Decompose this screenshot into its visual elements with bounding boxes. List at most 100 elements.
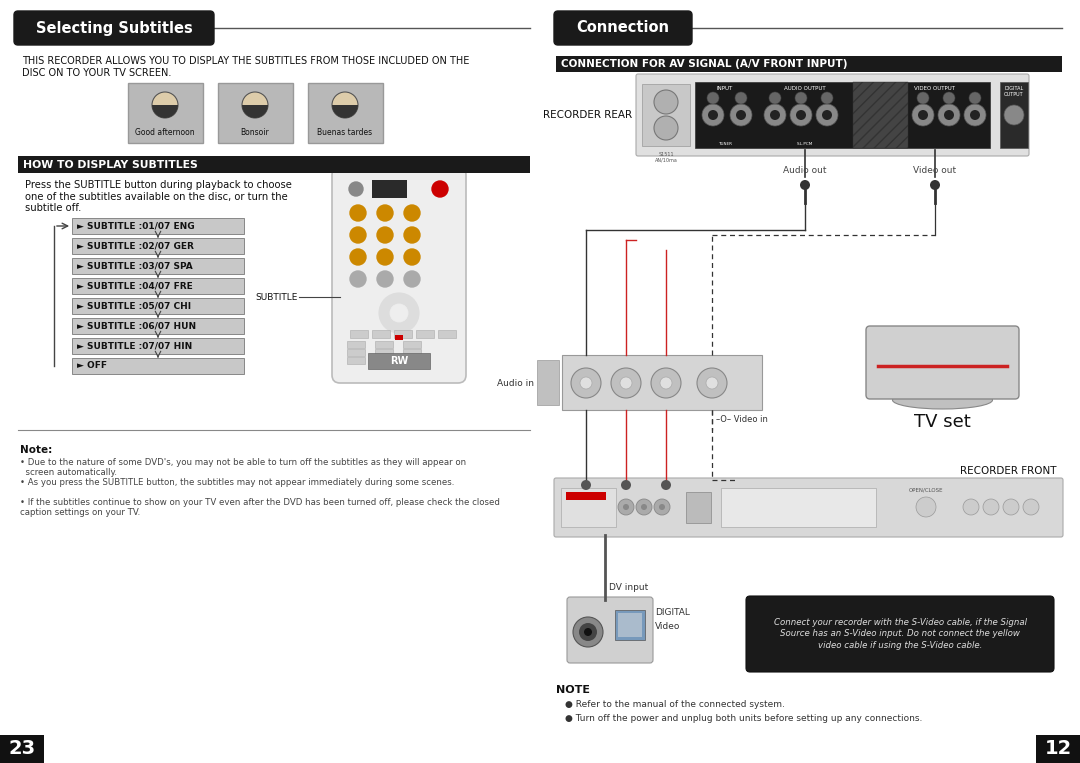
Bar — [372, 180, 407, 198]
Bar — [0, 735, 44, 763]
Bar — [72, 218, 244, 234]
FancyBboxPatch shape — [636, 74, 1029, 156]
Bar — [347, 357, 365, 364]
Bar — [721, 488, 876, 527]
Circle shape — [795, 92, 807, 104]
Circle shape — [152, 92, 178, 118]
Circle shape — [621, 480, 631, 490]
Text: ► OFF: ► OFF — [77, 362, 107, 371]
Bar — [375, 357, 393, 364]
Circle shape — [939, 104, 960, 126]
Circle shape — [350, 205, 366, 221]
Bar — [416, 330, 434, 338]
Circle shape — [706, 377, 718, 389]
Text: SUBTITLE: SUBTITLE — [256, 292, 298, 301]
Bar — [1000, 82, 1028, 148]
Circle shape — [969, 92, 981, 104]
Bar — [375, 341, 393, 348]
Circle shape — [651, 368, 681, 398]
Circle shape — [580, 377, 592, 389]
Bar — [566, 492, 606, 500]
Circle shape — [769, 92, 781, 104]
Circle shape — [970, 110, 980, 120]
Wedge shape — [242, 105, 268, 118]
Text: VIDEO OUTPUT: VIDEO OUTPUT — [915, 86, 956, 91]
Circle shape — [1023, 499, 1039, 515]
Text: DIGITAL
OUTPUT: DIGITAL OUTPUT — [1004, 86, 1024, 97]
Wedge shape — [332, 105, 357, 118]
Circle shape — [623, 504, 629, 510]
Circle shape — [963, 499, 978, 515]
Wedge shape — [152, 105, 178, 118]
Text: OPEN/CLOSE: OPEN/CLOSE — [908, 488, 943, 493]
FancyBboxPatch shape — [567, 597, 653, 663]
Text: DV input: DV input — [609, 583, 648, 592]
Circle shape — [390, 304, 408, 322]
Circle shape — [432, 181, 448, 197]
Bar — [72, 298, 244, 314]
Bar — [853, 82, 908, 148]
Circle shape — [918, 110, 928, 120]
Circle shape — [618, 499, 634, 515]
Circle shape — [661, 480, 671, 490]
Text: AUDIO OUTPUT: AUDIO OUTPUT — [784, 86, 826, 91]
Text: 12: 12 — [1044, 739, 1071, 758]
Bar — [72, 318, 244, 334]
Bar — [403, 341, 421, 348]
FancyBboxPatch shape — [332, 167, 465, 383]
Bar — [72, 338, 244, 354]
Circle shape — [912, 104, 934, 126]
Circle shape — [730, 104, 752, 126]
Circle shape — [697, 368, 727, 398]
Text: ► SUBTITLE :03/07 SPA: ► SUBTITLE :03/07 SPA — [77, 262, 192, 271]
Circle shape — [404, 271, 420, 287]
Circle shape — [822, 110, 832, 120]
Bar — [395, 335, 403, 340]
Text: NOTE: NOTE — [556, 685, 590, 695]
Circle shape — [735, 92, 747, 104]
Circle shape — [800, 180, 810, 190]
Circle shape — [571, 368, 600, 398]
Circle shape — [707, 92, 719, 104]
Text: THIS RECORDER ALLOWS YOU TO DISPLAY THE SUBTITLES FROM THOSE INCLUDED ON THE
DIS: THIS RECORDER ALLOWS YOU TO DISPLAY THE … — [22, 56, 470, 78]
Circle shape — [350, 227, 366, 243]
Circle shape — [379, 293, 419, 333]
Bar — [347, 349, 365, 356]
Circle shape — [404, 205, 420, 221]
Bar — [615, 610, 645, 640]
Circle shape — [1004, 105, 1024, 125]
Bar — [372, 330, 390, 338]
Text: • If the subtitles continue to show on your TV even after the DVD has been turne: • If the subtitles continue to show on y… — [21, 498, 500, 517]
Circle shape — [377, 227, 393, 243]
Bar — [562, 355, 762, 410]
Text: RECORDER REAR: RECORDER REAR — [543, 110, 632, 120]
FancyBboxPatch shape — [554, 478, 1063, 537]
Circle shape — [581, 480, 591, 490]
Circle shape — [654, 499, 670, 515]
Text: Buenas tardes: Buenas tardes — [318, 128, 373, 137]
Circle shape — [916, 497, 936, 517]
Circle shape — [659, 504, 665, 510]
Text: DIGITAL: DIGITAL — [654, 608, 690, 617]
Text: ● Turn off the power and unplug both units before setting up any connections.: ● Turn off the power and unplug both uni… — [565, 714, 922, 723]
Text: Audio in: Audio in — [497, 378, 534, 388]
Bar — [642, 84, 690, 146]
Text: Selecting Subtitles: Selecting Subtitles — [36, 21, 192, 36]
Circle shape — [579, 623, 597, 641]
Bar — [561, 488, 616, 527]
Text: • As you press the SUBTITLE button, the subtitles may not appear immediately dur: • As you press the SUBTITLE button, the … — [21, 478, 455, 487]
Circle shape — [917, 92, 929, 104]
Text: TUNER: TUNER — [718, 142, 732, 146]
Text: ● Refer to the manual of the connected system.: ● Refer to the manual of the connected s… — [565, 700, 785, 709]
Text: ► SUBTITLE :01/07 ENG: ► SUBTITLE :01/07 ENG — [77, 221, 194, 230]
Text: Press the SUBTITLE button during playback to choose
one of the subtitles availab: Press the SUBTITLE button during playbac… — [25, 180, 292, 213]
Circle shape — [943, 92, 955, 104]
Text: HOW TO DISPLAY SUBTITLES: HOW TO DISPLAY SUBTITLES — [23, 159, 198, 169]
Text: • Due to the nature of some DVD's, you may not be able to turn off the subtitles: • Due to the nature of some DVD's, you m… — [21, 458, 467, 478]
Circle shape — [242, 92, 268, 118]
Circle shape — [983, 499, 999, 515]
Bar — [618, 613, 642, 637]
Circle shape — [642, 504, 647, 510]
Text: ► SUBTITLE :05/07 CHI: ► SUBTITLE :05/07 CHI — [77, 301, 191, 311]
Bar — [308, 83, 383, 143]
